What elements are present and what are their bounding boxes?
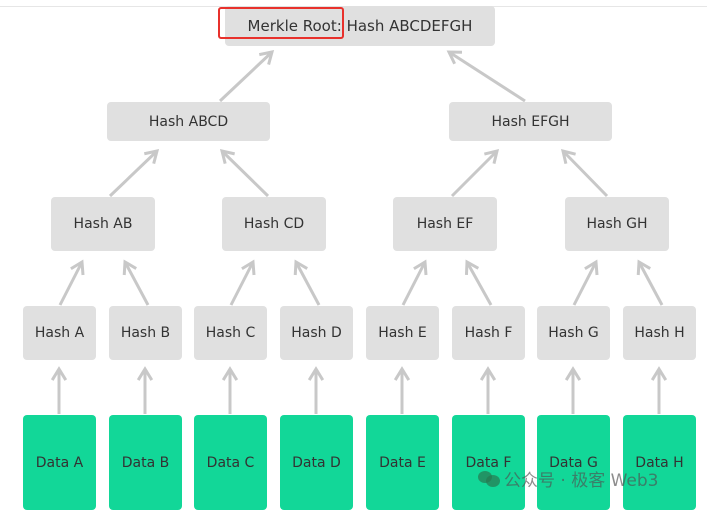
wechat-icon: [478, 470, 500, 487]
watermark-text: 公众号 · 极客 Web3: [504, 471, 659, 491]
data-block: Data F: [452, 415, 525, 510]
root-label: Hash ABCDEFGH: [346, 17, 473, 35]
highlight-box: [218, 7, 344, 39]
arrow: [50, 366, 68, 414]
data-block: Data D: [280, 415, 353, 510]
arrow: [479, 366, 497, 414]
arrow: [560, 148, 609, 198]
node-leaf: Hash C: [194, 306, 267, 360]
node-level3: Hash EF: [393, 197, 497, 251]
node-merkle-root: Merkle Root: Hash ABCDEFGH: [225, 6, 495, 46]
data-block: Data A: [23, 415, 96, 510]
arrow: [572, 259, 599, 306]
node-level3: Hash AB: [51, 197, 155, 251]
node-level2: Hash ABCD: [107, 102, 270, 141]
data-block: Data H: [623, 415, 696, 510]
arrow: [58, 259, 85, 306]
arrow: [446, 50, 526, 103]
data-block: Data C: [194, 415, 267, 510]
node-leaf: Hash D: [280, 306, 353, 360]
watermark: 公众号 · 极客 Web3: [478, 466, 659, 491]
root-prefix: Merkle Root:: [247, 17, 342, 35]
node-leaf: Hash G: [537, 306, 610, 360]
data-block: Data G: [537, 415, 610, 510]
arrow: [229, 259, 256, 306]
node-level3: Hash CD: [222, 197, 326, 251]
arrow: [219, 148, 270, 198]
arrow: [218, 50, 275, 103]
data-block: Data E: [366, 415, 439, 510]
node-leaf: Hash F: [452, 306, 525, 360]
node-level2: Hash EFGH: [449, 102, 612, 141]
arrow: [393, 366, 411, 414]
arrow: [464, 259, 493, 306]
arrow: [650, 366, 668, 414]
arrow: [450, 148, 500, 198]
arrow: [307, 366, 325, 414]
data-block: Data B: [109, 415, 182, 510]
arrow: [122, 259, 150, 306]
arrow: [564, 366, 582, 414]
arrow: [636, 259, 664, 306]
node-leaf: Hash B: [109, 306, 182, 360]
arrow: [136, 366, 154, 414]
arrow: [108, 149, 160, 198]
arrow: [293, 259, 321, 306]
node-leaf: Hash E: [366, 306, 439, 360]
node-leaf: Hash A: [23, 306, 96, 360]
node-level3: Hash GH: [565, 197, 669, 251]
node-leaf: Hash H: [623, 306, 696, 360]
arrow: [401, 259, 428, 306]
arrow: [221, 366, 239, 414]
